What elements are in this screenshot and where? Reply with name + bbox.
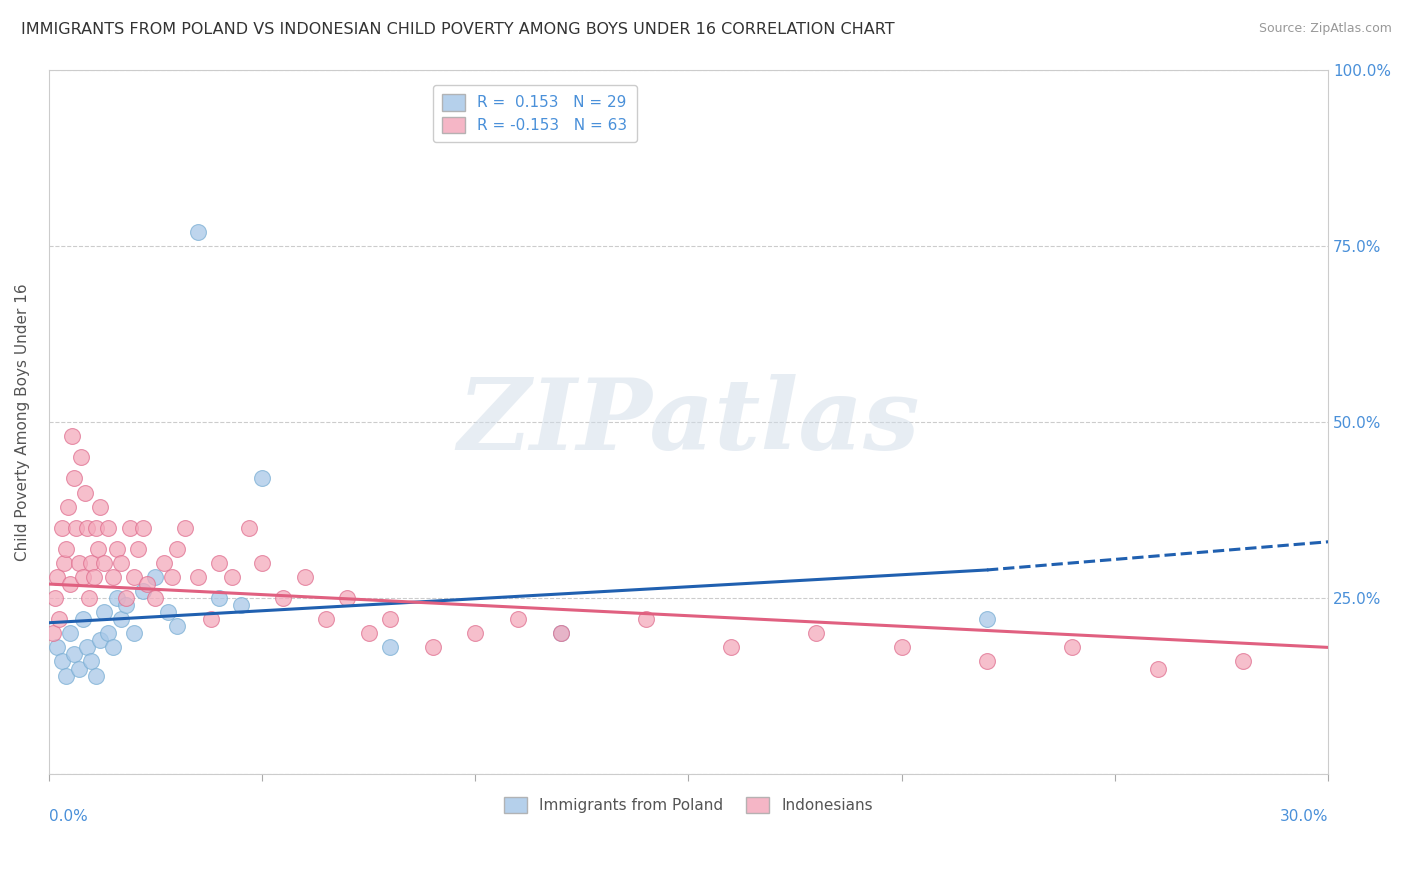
Point <box>80 556 103 570</box>
Point <box>315 612 337 626</box>
Point <box>42 626 65 640</box>
Point <box>153 556 176 570</box>
Point <box>250 556 273 570</box>
Point <box>157 605 180 619</box>
Point <box>1232 655 1254 669</box>
Point <box>87 541 110 556</box>
Point <box>67 556 90 570</box>
Point <box>378 612 401 626</box>
Point <box>89 633 111 648</box>
Point <box>118 521 141 535</box>
Point <box>55 541 77 556</box>
Point <box>93 556 115 570</box>
Point <box>110 612 132 626</box>
Point <box>69 450 91 465</box>
Point <box>76 521 98 535</box>
Point <box>51 655 73 669</box>
Text: IMMIGRANTS FROM POLAND VS INDONESIAN CHILD POVERTY AMONG BOYS UNDER 16 CORRELATI: IMMIGRANTS FROM POLAND VS INDONESIAN CHI… <box>21 22 894 37</box>
Text: 30.0%: 30.0% <box>1279 809 1329 824</box>
Point <box>550 626 572 640</box>
Point <box>208 556 231 570</box>
Point <box>60 429 83 443</box>
Point <box>200 612 222 626</box>
Point <box>59 577 82 591</box>
Point <box>51 521 73 535</box>
Point <box>101 570 124 584</box>
Point <box>77 591 100 606</box>
Point <box>976 612 998 626</box>
Point <box>80 655 103 669</box>
Y-axis label: Child Poverty Among Boys Under 16: Child Poverty Among Boys Under 16 <box>15 284 30 561</box>
Point <box>114 591 136 606</box>
Point <box>890 640 912 655</box>
Point <box>59 626 82 640</box>
Point <box>76 640 98 655</box>
Point <box>145 570 167 584</box>
Point <box>122 570 145 584</box>
Point <box>72 612 94 626</box>
Point <box>63 471 86 485</box>
Point <box>422 640 444 655</box>
Point <box>97 626 120 640</box>
Point <box>63 648 86 662</box>
Point <box>806 626 828 640</box>
Point <box>135 577 157 591</box>
Point <box>131 584 153 599</box>
Point <box>166 541 188 556</box>
Point <box>378 640 401 655</box>
Point <box>357 626 380 640</box>
Point <box>83 570 105 584</box>
Point <box>67 661 90 675</box>
Point <box>56 500 79 514</box>
Point <box>166 619 188 633</box>
Point <box>464 626 486 640</box>
Point <box>65 521 87 535</box>
Point <box>550 626 572 640</box>
Legend: Immigrants from Poland, Indonesians: Immigrants from Poland, Indonesians <box>498 790 879 820</box>
Point <box>131 521 153 535</box>
Point <box>73 485 96 500</box>
Point <box>229 598 252 612</box>
Point <box>55 668 77 682</box>
Point <box>89 500 111 514</box>
Text: 0.0%: 0.0% <box>49 809 87 824</box>
Point <box>105 541 128 556</box>
Text: ZIPatlas: ZIPatlas <box>457 374 920 470</box>
Point <box>506 612 529 626</box>
Point <box>44 591 66 606</box>
Point <box>162 570 184 584</box>
Point <box>48 612 70 626</box>
Text: Source: ZipAtlas.com: Source: ZipAtlas.com <box>1258 22 1392 36</box>
Point <box>174 521 197 535</box>
Point <box>187 570 209 584</box>
Point <box>72 570 94 584</box>
Point <box>271 591 294 606</box>
Point <box>976 655 998 669</box>
Point <box>294 570 316 584</box>
Point <box>110 556 132 570</box>
Point <box>122 626 145 640</box>
Point <box>84 668 107 682</box>
Point <box>46 640 69 655</box>
Point <box>114 598 136 612</box>
Point <box>93 605 115 619</box>
Point <box>1062 640 1084 655</box>
Point <box>84 521 107 535</box>
Point <box>1146 661 1168 675</box>
Point <box>221 570 243 584</box>
Point <box>634 612 657 626</box>
Point <box>105 591 128 606</box>
Point <box>187 225 209 239</box>
Point <box>127 541 149 556</box>
Point <box>101 640 124 655</box>
Point <box>336 591 359 606</box>
Point <box>208 591 231 606</box>
Point <box>145 591 167 606</box>
Point <box>720 640 742 655</box>
Point <box>238 521 260 535</box>
Point <box>46 570 69 584</box>
Point <box>52 556 75 570</box>
Point <box>97 521 120 535</box>
Point <box>250 471 273 485</box>
